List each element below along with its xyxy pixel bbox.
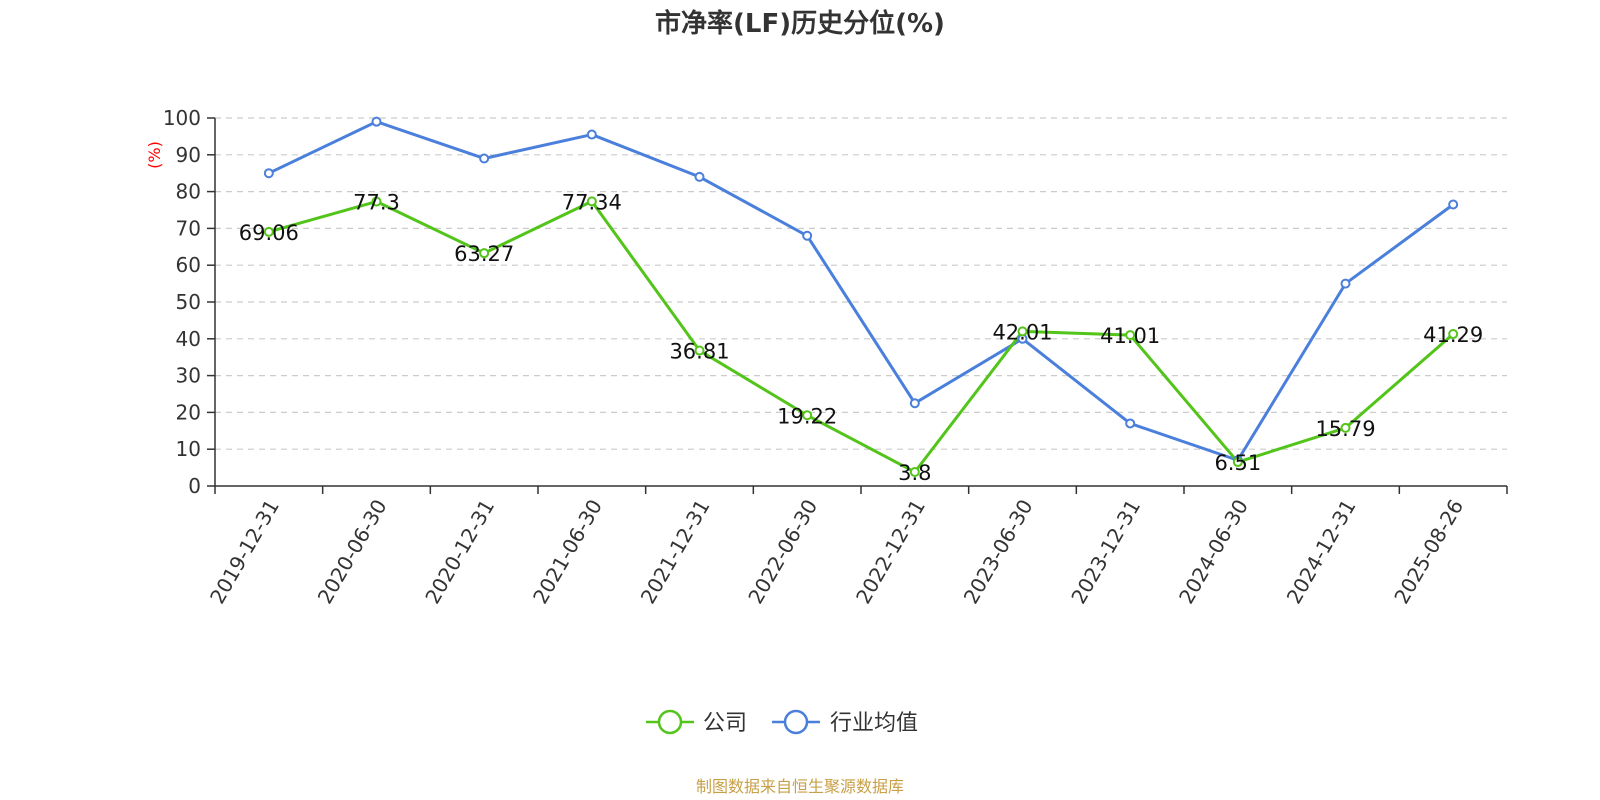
y-tick-label: 40	[176, 327, 201, 351]
x-tick-label: 2024-12-31	[1282, 495, 1361, 608]
footer-source: 制图数据来自恒生聚源数据库	[696, 777, 904, 796]
grid-lines	[215, 117, 1507, 450]
data-point-0	[1340, 422, 1351, 433]
data-point-1	[802, 230, 813, 241]
data-point-0	[586, 196, 597, 207]
data-point-0	[802, 410, 813, 421]
data-label: 6.51	[1214, 451, 1261, 475]
series-line-0	[268, 199, 1455, 474]
y-tick-label: 20	[176, 400, 201, 424]
y-tick-label: 10	[176, 437, 201, 461]
y-axis-unit: (%)	[145, 141, 164, 169]
series-line-1	[268, 120, 1455, 462]
x-tick-label: 2020-06-30	[313, 495, 392, 608]
y-tick-label: 0	[188, 474, 201, 498]
data-point-1	[1125, 418, 1136, 429]
data-label: 36.81	[669, 340, 729, 364]
data-label: 41.01	[1100, 324, 1160, 348]
x-tick-label: 2021-12-31	[636, 495, 715, 608]
y-tick-label: 80	[176, 180, 201, 204]
legend-item-1[interactable]: 行业均值	[772, 709, 918, 736]
y-tick-label: 90	[176, 143, 201, 167]
data-point-0	[1448, 329, 1459, 340]
series-layer	[263, 116, 1459, 478]
data-label: 15.79	[1315, 417, 1375, 441]
x-tick-label: 2023-12-31	[1066, 495, 1145, 608]
y-tick-label: 50	[176, 290, 201, 314]
data-label: 63.27	[454, 242, 514, 266]
data-label: 77.3	[353, 191, 400, 215]
data-point-1	[263, 168, 274, 179]
data-label: 19.22	[777, 404, 837, 428]
x-tick-label: 2024-06-30	[1174, 495, 1253, 608]
y-tick-label: 100	[163, 106, 201, 130]
x-tick-label: 2021-06-30	[528, 495, 607, 608]
data-point-0	[1232, 457, 1243, 468]
x-tick-label: 2023-06-30	[959, 495, 1038, 608]
x-tick-label: 2025-08-26	[1389, 495, 1468, 608]
x-tick-label: 2022-06-30	[743, 495, 822, 608]
legend-marker	[657, 709, 683, 735]
data-point-1	[694, 171, 705, 182]
data-labels: 69.06 77.3 63.27 77.34 36.81 19.22 3.8 42.01 41.…	[239, 190, 1483, 485]
y-tick-label: 60	[176, 253, 201, 277]
legend: 公司 行业均值	[646, 709, 918, 736]
data-point-1	[909, 398, 920, 409]
data-point-0	[479, 248, 490, 259]
axes: 0 10 20 30 40 50 60 70 80 90 100 2019-12-31 2020-06-…	[163, 106, 1508, 608]
data-point-0	[694, 345, 705, 356]
data-point-0	[263, 226, 274, 237]
legend-label: 公司	[703, 711, 747, 736]
legend-label: 行业均值	[830, 711, 918, 736]
data-label: 77.34	[562, 190, 622, 214]
data-point-0	[1125, 330, 1136, 341]
data-point-0	[1017, 326, 1028, 337]
data-label: 3.8	[898, 461, 931, 485]
data-label: 41.29	[1423, 323, 1483, 347]
x-tick-label: 2022-12-31	[851, 495, 930, 608]
legend-marker	[783, 709, 809, 735]
data-label: 69.06	[239, 221, 299, 245]
data-point-1	[479, 153, 490, 164]
x-tick-label: 2019-12-31	[205, 495, 284, 608]
legend-item-0[interactable]: 公司	[646, 709, 747, 736]
data-point-1	[371, 116, 382, 127]
x-tick-label: 2020-12-31	[420, 495, 499, 608]
data-label: 42.01	[992, 320, 1052, 344]
data-point-0	[909, 467, 920, 478]
y-tick-label: 30	[176, 364, 201, 388]
data-point-0	[371, 196, 382, 207]
chart-title: 市净率(LF)历史分位(%)	[655, 8, 945, 39]
data-point-1	[586, 129, 597, 140]
y-tick-label: 70	[176, 216, 201, 240]
data-point-1	[1340, 278, 1351, 289]
data-point-1	[1448, 199, 1459, 210]
